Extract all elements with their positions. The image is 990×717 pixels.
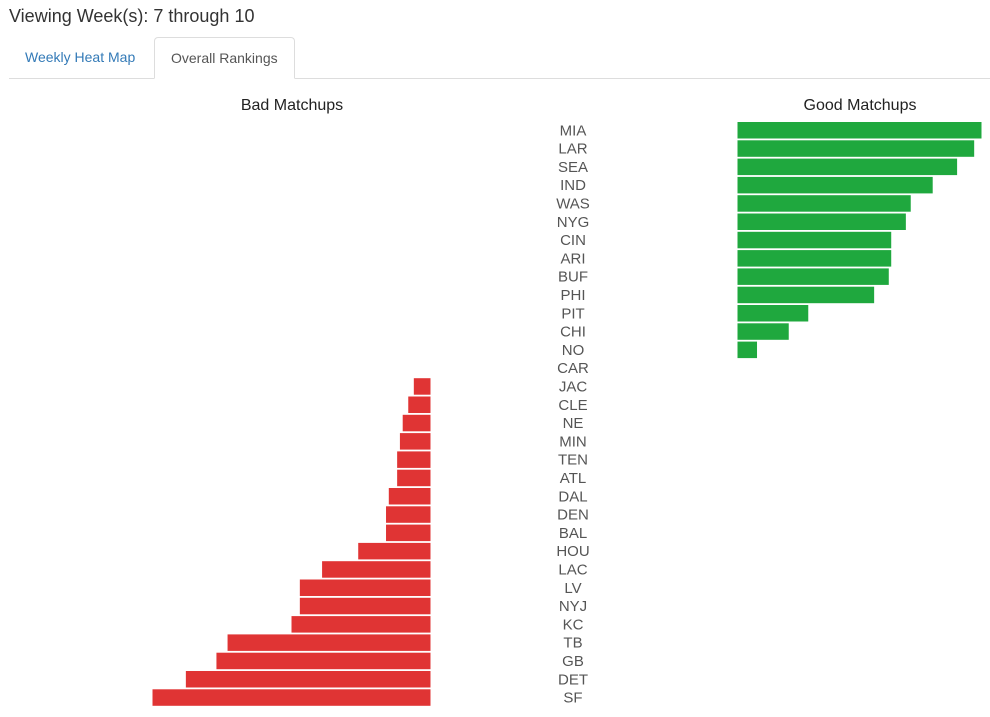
bad-bar-gb [216, 652, 431, 670]
bad-bar-atl [397, 469, 431, 487]
team-label-no: NO [562, 342, 585, 359]
good-bars [737, 122, 982, 359]
good-bar-sea [737, 158, 958, 176]
good-bar-no [737, 341, 758, 359]
team-label-nyj: NYJ [559, 598, 587, 615]
bad-bar-dal [388, 488, 431, 505]
good-bar-ind [737, 176, 933, 194]
bad-bar-kc [291, 616, 431, 633]
bad-bar-den [386, 506, 431, 523]
team-label-ari: ARI [560, 250, 585, 267]
team-label-hou: HOU [556, 543, 589, 560]
team-label-chi: CHI [560, 324, 586, 341]
team-label-dal: DAL [558, 488, 587, 505]
bad-bar-min [399, 433, 431, 450]
team-label-tb: TB [563, 635, 582, 652]
tab-bar: Weekly Heat Map Overall Rankings [9, 37, 990, 79]
good-bar-buf [737, 268, 889, 285]
bad-matchups-title: Bad Matchups [241, 97, 343, 114]
good-bar-phi [737, 286, 875, 304]
team-label-jac: JAC [559, 378, 588, 395]
bad-bar-ten [397, 451, 431, 468]
team-label-den: DEN [557, 507, 589, 524]
team-label-kc: KC [563, 616, 584, 633]
team-label-ind: IND [560, 177, 586, 194]
team-label-lac: LAC [558, 561, 587, 578]
good-matchups-title: Good Matchups [804, 97, 917, 114]
team-label-atl: ATL [560, 470, 586, 487]
good-bar-lar [737, 140, 975, 157]
tab-weekly-heat-map[interactable]: Weekly Heat Map [25, 49, 136, 65]
bad-bar-bal [386, 524, 431, 542]
team-label-pit: PIT [561, 305, 584, 322]
bad-bar-lv [299, 579, 431, 596]
good-bar-chi [737, 323, 789, 340]
good-bar-cin [737, 231, 892, 249]
good-bar-was [737, 195, 911, 212]
team-label-cin: CIN [560, 232, 586, 249]
team-label-lv: LV [564, 580, 581, 597]
team-label-nyg: NYG [557, 214, 590, 231]
bad-bar-sf [152, 689, 431, 706]
bad-bar-det [185, 671, 431, 688]
team-label-ten: TEN [558, 452, 588, 469]
team-label-sea: SEA [558, 159, 588, 176]
team-label-sf: SF [563, 690, 582, 707]
bad-bar-tb [227, 634, 431, 651]
team-label-min: MIN [559, 433, 587, 450]
bad-bar-lac [322, 561, 431, 578]
bad-bar-jac [413, 378, 431, 395]
bad-bar-hou [358, 542, 431, 560]
good-bar-mia [737, 122, 982, 139]
bad-bar-cle [408, 396, 431, 413]
team-label-car: CAR [557, 360, 589, 377]
team-label-buf: BUF [558, 269, 588, 286]
team-label-gb: GB [562, 653, 584, 670]
good-bar-nyg [737, 213, 906, 230]
tab-overall-rankings[interactable]: Overall Rankings [154, 37, 295, 79]
good-bar-ari [737, 250, 892, 267]
team-label-cle: CLE [558, 397, 587, 414]
team-label-det: DET [558, 671, 588, 688]
team-label-phi: PHI [560, 287, 585, 304]
bad-bar-ne [402, 414, 431, 432]
bad-bar-nyj [299, 597, 431, 615]
page-title: Viewing Week(s): 7 through 10 [9, 6, 255, 26]
good-bar-pit [737, 305, 809, 322]
team-label-ne: NE [563, 415, 584, 432]
team-label-was: WAS [556, 195, 590, 212]
team-label-bal: BAL [559, 525, 587, 542]
bad-bars [152, 378, 431, 706]
team-label-mia: MIA [560, 122, 587, 139]
team-label-lar: LAR [558, 141, 587, 158]
